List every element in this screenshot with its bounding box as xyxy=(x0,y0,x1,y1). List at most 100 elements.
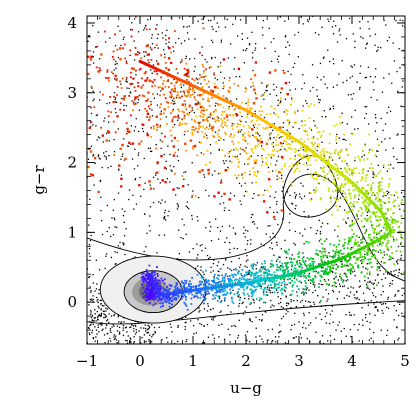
data-point xyxy=(143,327,145,329)
data-point xyxy=(220,300,223,302)
data-point xyxy=(291,264,293,267)
data-point xyxy=(269,225,271,227)
data-point xyxy=(215,109,217,112)
data-point xyxy=(296,164,299,166)
data-point xyxy=(288,53,290,56)
data-point xyxy=(229,241,231,244)
data-point xyxy=(271,153,274,156)
data-point xyxy=(273,112,275,114)
data-point xyxy=(377,251,379,253)
data-point xyxy=(155,123,159,126)
data-point xyxy=(349,329,352,331)
data-point xyxy=(250,291,253,294)
data-point xyxy=(352,203,354,206)
data-point xyxy=(215,30,217,33)
data-point xyxy=(257,139,260,142)
data-point xyxy=(225,283,227,286)
data-point xyxy=(148,225,150,227)
data-point xyxy=(349,77,351,79)
data-point xyxy=(270,279,273,282)
data-point xyxy=(251,272,253,275)
data-point xyxy=(230,311,232,313)
data-point xyxy=(269,138,272,140)
data-point xyxy=(248,278,251,281)
data-point xyxy=(108,155,110,157)
data-point xyxy=(308,312,310,314)
data-point xyxy=(101,233,104,236)
data-point xyxy=(142,272,145,275)
data-point xyxy=(221,278,224,281)
data-point xyxy=(171,120,174,123)
data-point xyxy=(333,63,335,65)
data-point xyxy=(304,288,306,291)
data-point xyxy=(233,134,236,137)
data-point xyxy=(146,285,148,288)
data-point xyxy=(364,206,367,208)
data-point xyxy=(329,243,332,246)
data-point xyxy=(218,290,221,293)
data-point xyxy=(313,303,316,305)
data-point xyxy=(299,232,301,234)
data-point xyxy=(200,266,202,268)
data-point xyxy=(174,288,177,290)
data-point xyxy=(155,70,158,73)
data-point xyxy=(116,115,119,118)
data-point xyxy=(151,324,153,326)
data-point xyxy=(294,158,296,160)
data-point xyxy=(202,296,205,298)
data-point xyxy=(319,62,322,65)
data-point xyxy=(385,212,387,215)
data-point xyxy=(312,278,315,280)
data-point xyxy=(247,125,250,127)
data-point xyxy=(185,108,188,111)
data-point xyxy=(112,120,115,123)
data-point xyxy=(137,154,139,156)
data-point xyxy=(200,152,202,154)
data-point xyxy=(298,275,300,277)
data-point xyxy=(368,271,371,274)
data-point xyxy=(339,249,342,252)
data-point xyxy=(183,92,186,94)
data-point xyxy=(379,302,382,304)
data-point xyxy=(161,286,164,289)
data-point xyxy=(191,118,193,121)
data-point xyxy=(322,342,325,345)
data-point xyxy=(399,259,401,261)
data-point xyxy=(110,235,112,238)
data-point xyxy=(115,101,117,103)
data-point xyxy=(276,58,279,60)
data-point xyxy=(319,301,321,304)
data-point xyxy=(114,45,117,47)
data-point xyxy=(316,89,318,91)
data-point xyxy=(293,171,296,174)
data-point xyxy=(312,264,314,267)
data-point xyxy=(165,288,168,291)
data-point xyxy=(244,229,247,231)
data-point xyxy=(300,138,303,140)
data-point xyxy=(369,35,371,37)
data-point xyxy=(90,234,92,237)
data-point xyxy=(309,199,312,201)
data-point xyxy=(189,288,192,290)
data-point xyxy=(320,318,323,321)
data-point xyxy=(309,282,312,284)
data-point xyxy=(396,134,398,136)
data-point xyxy=(377,197,380,200)
data-point xyxy=(229,288,231,291)
data-point xyxy=(198,170,201,173)
data-point xyxy=(89,120,93,124)
data-point xyxy=(299,153,301,156)
data-point xyxy=(263,301,266,304)
data-point xyxy=(157,178,159,180)
data-point xyxy=(295,270,298,273)
data-point xyxy=(213,118,215,120)
data-point xyxy=(280,149,282,151)
data-point xyxy=(114,131,117,134)
data-point xyxy=(142,296,145,299)
data-point xyxy=(278,266,281,269)
data-point xyxy=(371,167,374,170)
data-point xyxy=(223,298,226,301)
data-point xyxy=(314,270,316,273)
data-point xyxy=(168,306,171,308)
data-point xyxy=(108,227,110,229)
